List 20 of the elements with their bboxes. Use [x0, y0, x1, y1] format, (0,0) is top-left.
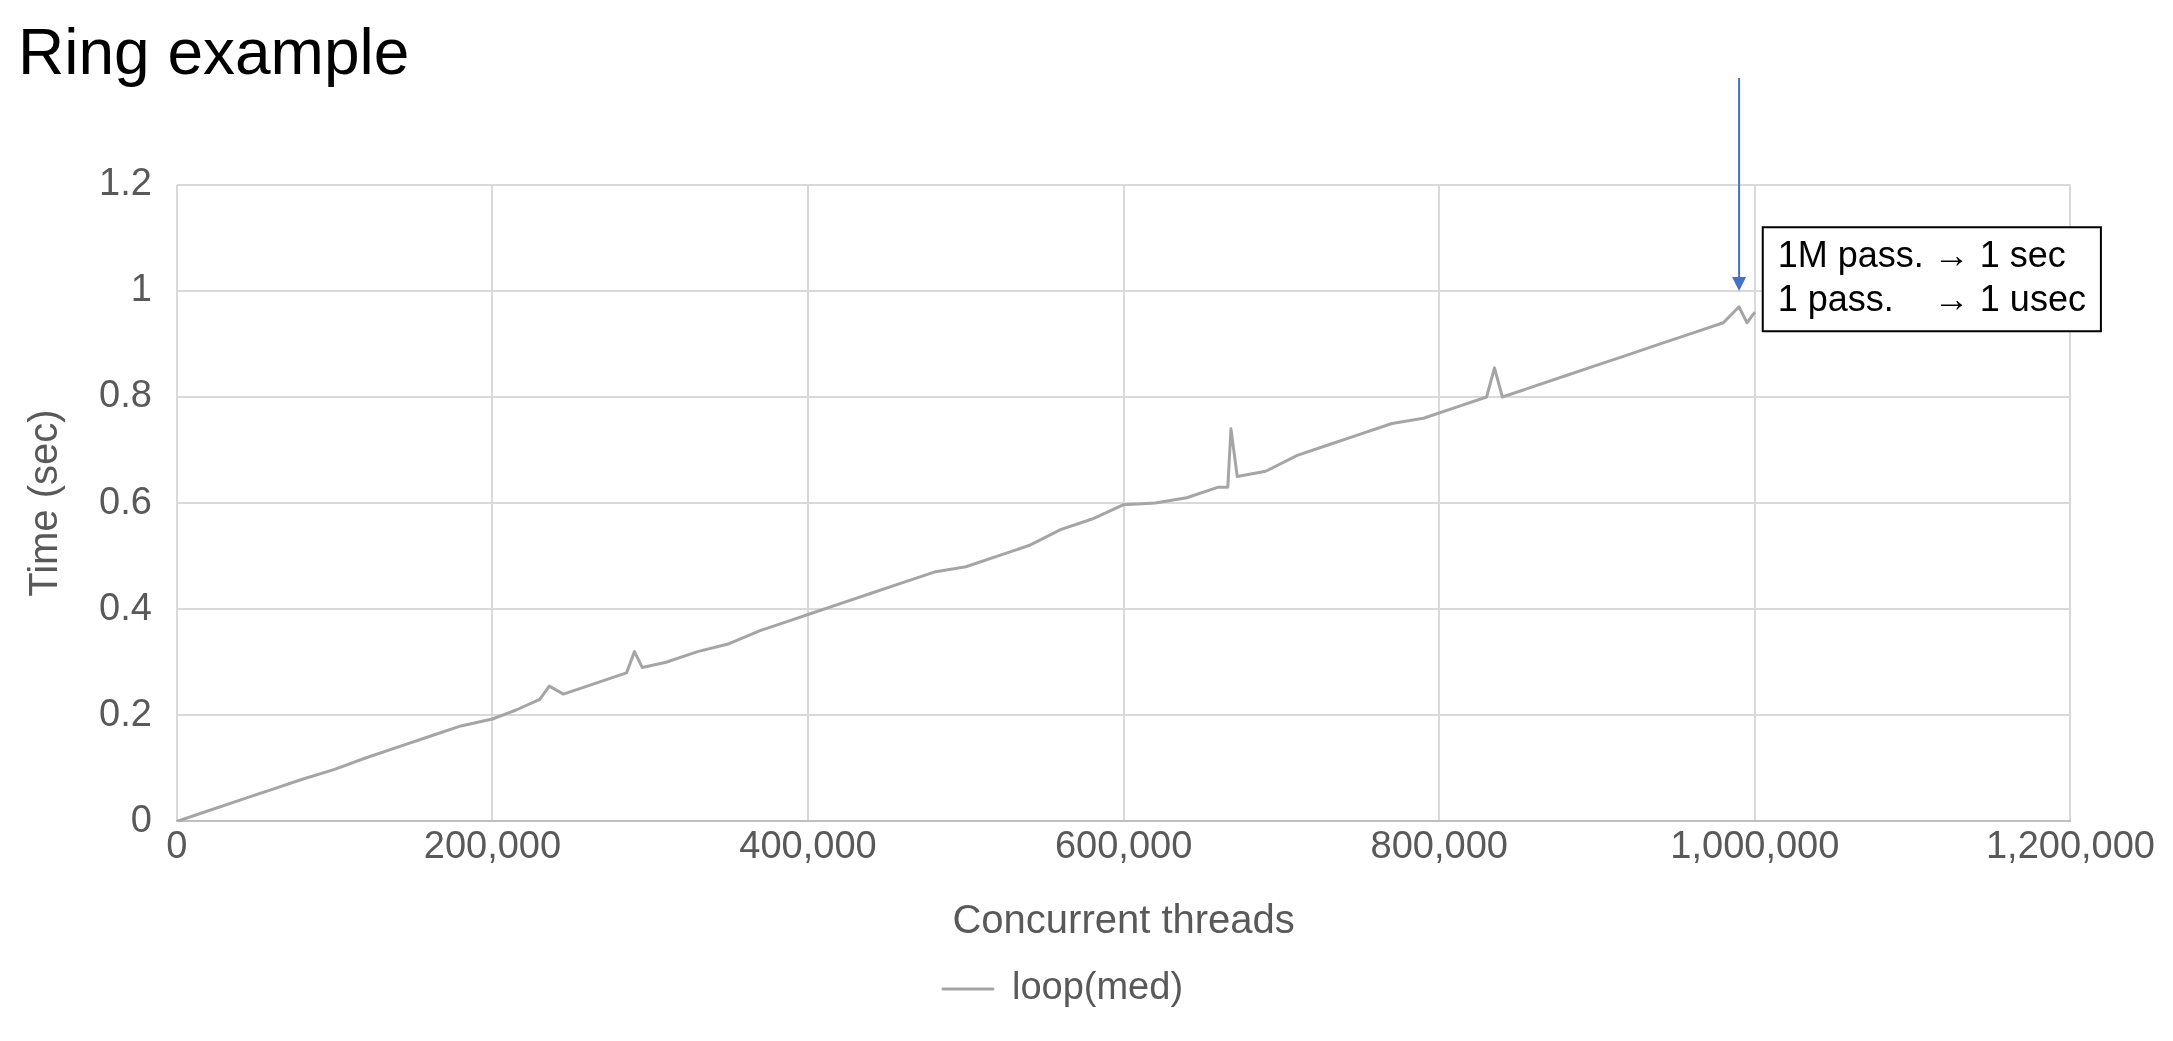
x-tick-label: 800,000	[1370, 823, 1508, 866]
y-tick-label: 0	[130, 797, 152, 840]
y-tick-label: 0.6	[99, 479, 152, 522]
y-tick-label: 0.4	[99, 585, 152, 628]
x-tick-label: 200,000	[423, 823, 562, 866]
x-tick-label: 1,200,000	[1985, 823, 2156, 866]
y-tick-label: 0.8	[99, 373, 152, 416]
x-tick-label: 600,000	[1054, 823, 1193, 866]
annotation: 1 pass. → 1 usec	[1777, 278, 2086, 320]
x-axis-title: Concurrent threads	[952, 897, 1295, 942]
legend-label: loop(med)	[1011, 965, 1184, 1008]
y-tick-label: 0.2	[99, 691, 152, 734]
x-tick-label: 1,000,000	[1670, 823, 1840, 866]
x-tick-label: 400,000	[739, 823, 877, 866]
chart-title: Ring example	[18, 16, 410, 89]
x-tick-label: 0	[166, 823, 188, 866]
y-axis-title: Time (sec)	[21, 409, 66, 597]
annotation: 1M pass. → 1 sec	[1777, 234, 2066, 276]
y-tick-label: 1.2	[99, 161, 152, 204]
y-tick-label: 1	[130, 267, 152, 310]
